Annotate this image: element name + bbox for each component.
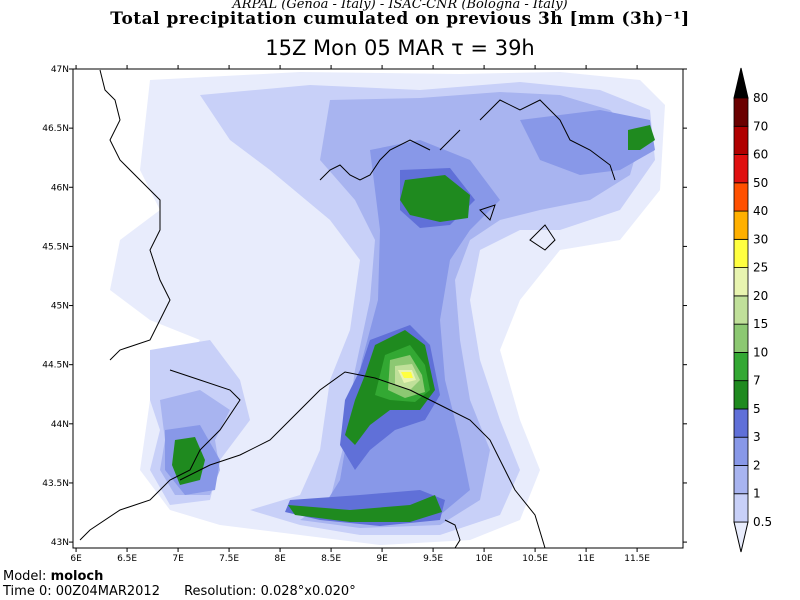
colorbar-level-label: 7 xyxy=(753,374,761,388)
colorbar-level-label: 80 xyxy=(753,91,768,105)
colorbar-level-label: 25 xyxy=(753,261,768,275)
lat-tick-label: 43.5N xyxy=(42,479,69,489)
time-value: 00Z04MAR2012 xyxy=(55,584,160,599)
colorbar-swatch xyxy=(733,436,749,466)
coastline xyxy=(79,69,241,541)
lon-tick-label: 6E xyxy=(70,554,82,564)
lat-tick-label: 45N xyxy=(51,302,69,312)
colorbar-level-label: 30 xyxy=(753,232,768,246)
precip-contour-7 xyxy=(400,175,470,222)
colorbar-swatch xyxy=(733,465,749,495)
precip-contour-30 xyxy=(401,372,413,378)
lon-tick-label: 7E xyxy=(172,554,184,564)
model-value: moloch xyxy=(50,569,104,584)
colorbar-swatch xyxy=(733,408,749,438)
lat-tick-label: 46N xyxy=(51,183,69,193)
colorbar-min-arrow xyxy=(733,521,749,553)
lat-tick-label: 44.5N xyxy=(42,361,69,371)
lon-tick-label: 8E xyxy=(274,554,286,564)
lat-tick-label: 44N xyxy=(51,420,69,430)
colorbar-level-label: 5 xyxy=(753,402,761,416)
model-label: Model: xyxy=(3,569,47,584)
lon-tick-label: 11E xyxy=(578,554,595,564)
lat-tick-label: 46.5N xyxy=(42,124,69,134)
lon-tick-label: 9E xyxy=(376,554,388,564)
colorbar-level-label: 10 xyxy=(753,345,768,359)
footer-model: Model: moloch xyxy=(3,569,103,584)
time-label: Time 0: xyxy=(3,584,52,599)
colorbar-level-label: 3 xyxy=(753,430,761,444)
ligurian-coast xyxy=(179,371,546,548)
colorbar-level-label: 1 xyxy=(753,487,761,501)
precip-field xyxy=(79,69,665,548)
colorbar-swatch xyxy=(733,295,749,325)
colorbar-level-label: 40 xyxy=(753,204,768,218)
colorbar-swatch xyxy=(733,210,749,240)
map-frame xyxy=(72,68,684,549)
colorbar-max-arrow xyxy=(733,67,749,99)
lon-tick-label: 6.5E xyxy=(117,554,137,564)
corsica-coast xyxy=(444,519,461,548)
lat-tick-label: 47N xyxy=(51,65,69,75)
colorbar-level-label: 50 xyxy=(753,176,768,190)
colorbar-level-label: 20 xyxy=(753,289,768,303)
resolution-value: 0.028°x0.020° xyxy=(260,584,356,599)
chart-subtitle: 15Z Mon 05 MAR τ = 39h xyxy=(265,36,535,60)
alpine-lakes xyxy=(319,99,616,251)
colorbar-level-label: 60 xyxy=(753,148,768,162)
lat-axis: 47N 46.5N 46N 45.5N 45N 44.5N 44N 43.5N 43N xyxy=(42,65,687,548)
lat-tick-label: 43N xyxy=(51,538,69,548)
lon-tick-label: 8.5E xyxy=(321,554,341,564)
precip-contour-7d xyxy=(628,125,655,150)
colorbar-level-label: 15 xyxy=(753,317,768,331)
colorbar: 0.5 1 2 3 5 7 10 15 20 25 30 40 50 60 70 80 xyxy=(733,67,772,553)
chart-title: Total precipitation cumulated on previou… xyxy=(110,9,690,29)
colorbar-swatch xyxy=(733,493,749,523)
lon-tick-label: 10.5E xyxy=(522,554,548,564)
colorbar-swatch xyxy=(733,238,749,268)
lon-tick-label: 11.5E xyxy=(624,554,650,564)
lon-tick-label: 7.5E xyxy=(219,554,239,564)
precip-contour-3b xyxy=(520,110,655,175)
credits-line: ARPAL (Genoa - Italy) - ISAC-CNR (Bologn… xyxy=(232,0,568,12)
colorbar-swatch xyxy=(733,154,749,184)
colorbar-swatch xyxy=(733,97,749,127)
precip-contour-7e xyxy=(172,437,205,485)
colorbar-swatch xyxy=(733,351,749,382)
lon-tick-label: 9.5E xyxy=(423,554,443,564)
colorbar-swatch xyxy=(733,182,749,212)
colorbar-swatch xyxy=(733,125,749,155)
lon-axis: 6E 6.5E 7E 7.5E 8E 8.5E 9E 9.5E 10E 10.5E 11E 11.5E xyxy=(70,65,650,564)
resolution-label: Resolution: xyxy=(184,584,257,599)
colorbar-level-label: 0.5 xyxy=(753,515,772,529)
colorbar-level-label: 2 xyxy=(753,458,761,472)
colorbar-swatch xyxy=(733,380,749,410)
colorbar-level-label: 70 xyxy=(753,119,768,133)
footer-time: Time 0: 00Z04MAR2012 Resolution: 0.028°x… xyxy=(3,584,356,599)
lat-tick-label: 45.5N xyxy=(42,242,69,252)
colorbar-swatch xyxy=(733,267,749,297)
colorbar-swatch xyxy=(733,323,749,353)
precip-contour-7c xyxy=(288,495,442,522)
lon-tick-label: 10E xyxy=(476,554,493,564)
